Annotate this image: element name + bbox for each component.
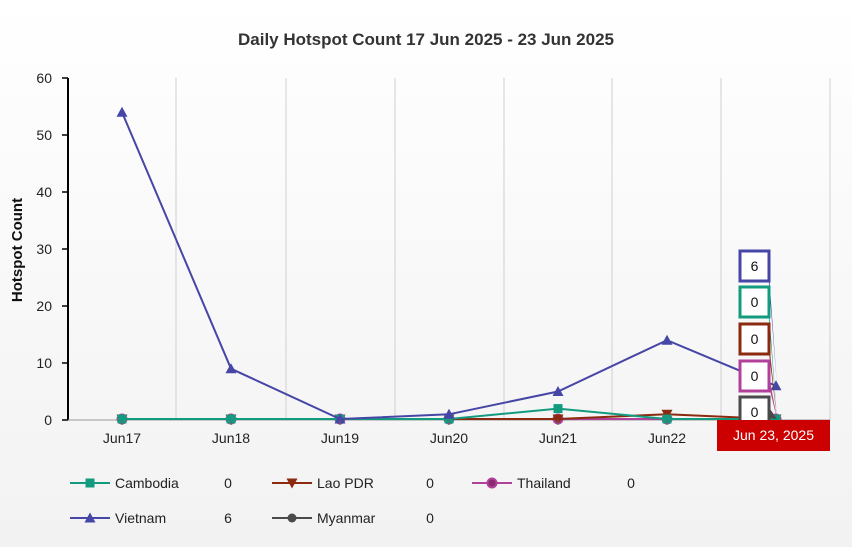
tooltip-lao-pdr: 0 [738,322,777,419]
legend-item-cambodia[interactable]: Cambodia 0 [70,475,232,491]
data-point [552,414,564,425]
x-tick-label: Jun21 [539,430,577,446]
legend-item-thailand[interactable]: Thailand 0 [472,475,635,491]
y-tick-label: 10 [36,355,52,371]
data-point [443,408,455,419]
crosshair-label-bg [717,420,830,451]
legend-label: Thailand [517,475,571,491]
data-point [334,413,346,424]
x-tick-label: Jun19 [321,430,359,446]
data-point [116,106,128,117]
tooltip-value: 0 [751,404,759,420]
tooltip-value: 0 [751,368,759,384]
tooltip-box [738,285,771,319]
x-tick-label: Jun18 [212,430,250,446]
legend-label: Vietnam [115,510,166,526]
tooltip-box [738,359,771,393]
data-point [117,414,127,424]
legend-marker [286,478,298,489]
tooltip-value: 6 [751,258,759,274]
series-line [121,111,777,421]
y-tick-label: 0 [44,412,52,428]
data-point [225,363,237,374]
data-point [771,414,781,424]
legend-marker [287,513,297,523]
data-point [552,386,564,396]
data-point [662,414,672,424]
legend-marker [85,478,95,488]
data-point [770,380,782,391]
data-point [226,414,236,424]
legend: Cambodia 0 Lao PDR 0 Thailand 0 Vietnam 6 Myanma… [70,475,635,526]
legend-marker [84,512,96,523]
y-tick-label: 60 [36,70,52,86]
legend-label: Myanmar [317,510,376,526]
crosshair-label: Jun 23, 2025 [717,420,830,451]
legend-item-lao-pdr[interactable]: Lao PDR 0 [272,475,434,491]
x-tick-label: Jun22 [648,430,686,446]
data-point [553,404,563,414]
chart-title: Daily Hotspot Count 17 Jun 2025 - 23 Jun… [237,30,614,49]
legend-value: 0 [426,475,434,491]
legend-label: Lao PDR [317,475,374,491]
y-tick-label: 50 [36,127,52,143]
legend-item-myanmar[interactable]: Myanmar 0 [272,510,434,526]
legend-value: 6 [224,510,232,526]
legend-value: 0 [426,510,434,526]
series-cambodia [117,404,781,424]
legend-label: Cambodia [115,475,179,491]
tooltip-value: 0 [751,294,759,310]
y-tick-label: 30 [36,241,52,257]
tooltip-box [738,249,771,283]
legend-item-vietnam[interactable]: Vietnam 6 [70,510,232,526]
tooltip-thailand: 0 [738,359,777,419]
legend-marker [486,477,498,489]
y-tick-label: 40 [36,184,52,200]
series-layer [116,106,782,425]
tooltip-value: 0 [751,331,759,347]
series-vietnam [116,106,782,424]
data-point [444,414,454,424]
crosshair-label-text: Jun 23, 2025 [733,427,814,443]
x-tick-labels: Jun17 Jun18 Jun19 Jun20 Jun21 Jun22 [103,420,686,446]
x-tick-label: Jun17 [103,430,141,446]
y-tick-label: 20 [36,298,52,314]
x-tick-label: Jun20 [430,430,468,446]
legend-value: 0 [224,475,232,491]
tooltip-layer: 6 0 0 0 0 Jun 23, 2025 [717,249,830,451]
y-axis-title: Hotspot Count [9,198,26,302]
tooltip-box [738,322,771,356]
legend-value: 0 [627,475,635,491]
data-point [661,334,673,345]
grid-layer [175,78,831,420]
